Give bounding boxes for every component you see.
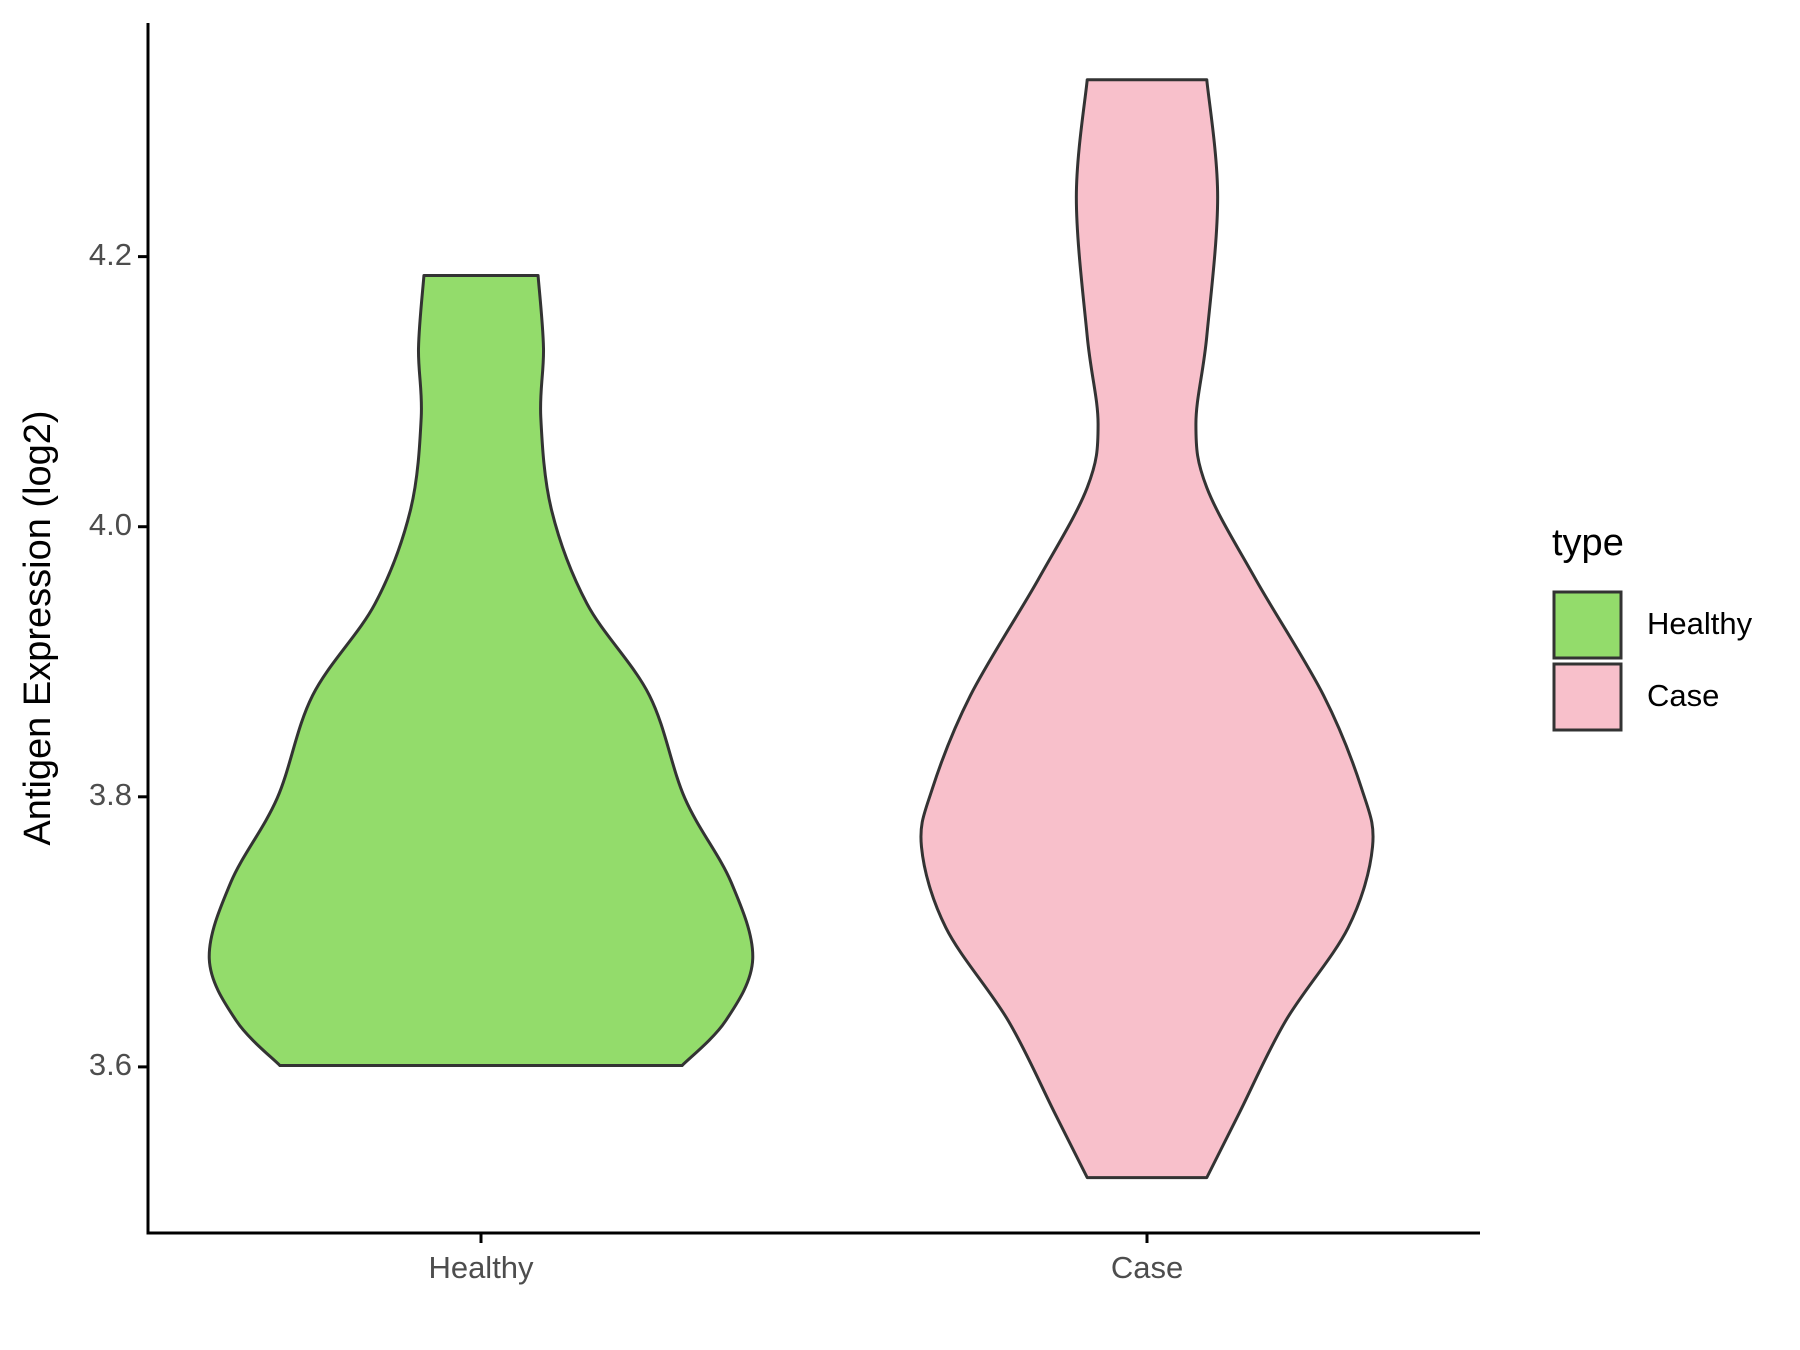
y-tick-label: 3.8 [89, 777, 132, 812]
violin [207, 274, 755, 1068]
legend-label: Healthy [1647, 606, 1753, 641]
y-tick-label: 4.2 [89, 237, 132, 272]
legend-title: type [1552, 522, 1624, 564]
legend-label: Case [1647, 678, 1719, 713]
legend-key [1552, 662, 1623, 732]
y-tick-label: 3.6 [89, 1047, 132, 1082]
y-axis-label: Antigen Expression (log2) [17, 410, 59, 845]
y-tick-label: 4.0 [89, 507, 132, 542]
violin [919, 78, 1375, 1180]
x-tick-label: Case [1111, 1250, 1183, 1285]
x-tick-label: Healthy [428, 1250, 534, 1285]
legend-key [1552, 590, 1623, 660]
